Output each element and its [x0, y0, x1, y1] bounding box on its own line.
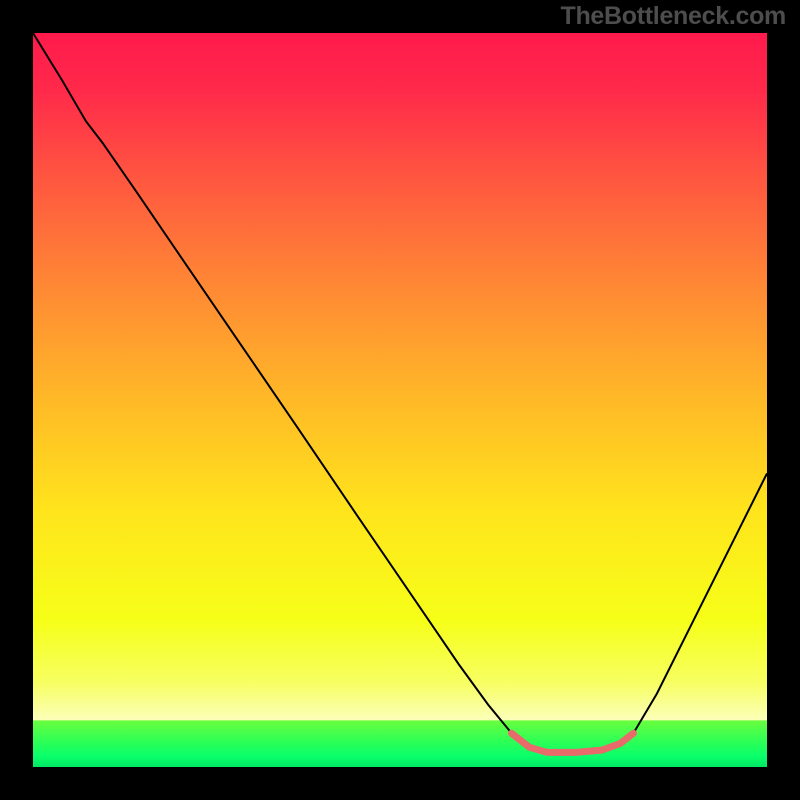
watermark-text: TheBottleneck.com: [560, 2, 786, 31]
plot-area: [33, 33, 767, 767]
plot-svg: [33, 33, 767, 767]
chart-frame: TheBottleneck.com: [0, 0, 800, 800]
gradient-bg: [33, 33, 767, 767]
